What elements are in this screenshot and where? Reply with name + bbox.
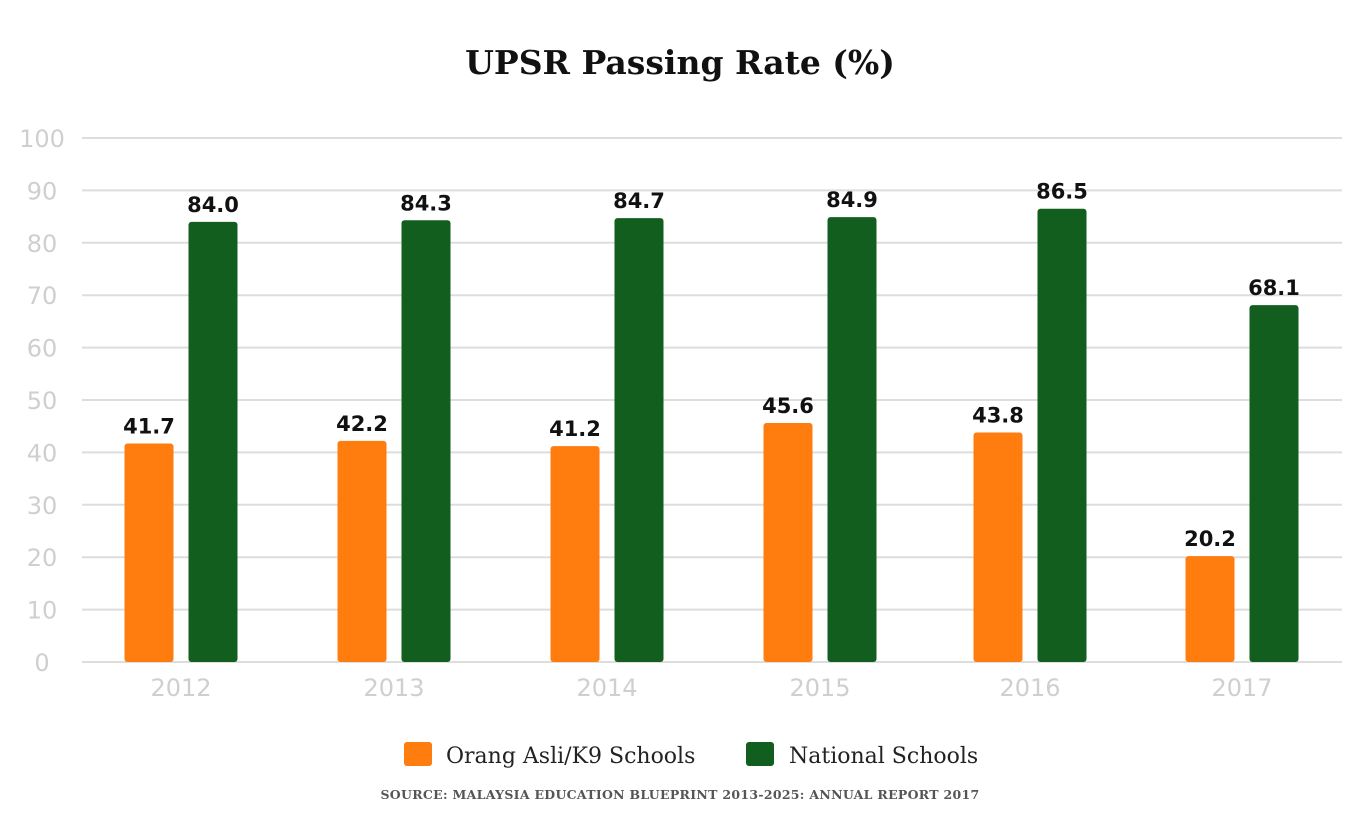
bar-orang-asli-2013 [337,440,387,662]
gridlines [82,137,1342,663]
bar-orang-asli-2015 [763,423,813,662]
x-tick-label: 2017 [1211,674,1272,702]
x-tick-label: 2016 [999,674,1060,702]
x-tick-label: 2013 [363,674,424,702]
data-label: 68.1 [1248,276,1300,300]
bar-orang-asli-2016 [973,432,1023,662]
y-tick-label: 100 [19,125,65,153]
data-label: 84.9 [826,188,878,212]
bars [124,208,1299,663]
source-note: SOURCE: MALAYSIA EDUCATION BLUEPRINT 201… [380,787,979,802]
y-tick-label: 0 [34,649,49,677]
y-tick-label: 10 [27,597,58,625]
legend-swatch [404,742,432,766]
bar-orang-asli-2014 [550,446,600,662]
data-label: 86.5 [1036,180,1088,204]
data-labels: 41.7 42.2 41.2 45.6 43.8 20.2 84.0 84.3 84.7 84.9… [123,180,1300,551]
y-axis-ticks: 0 10 20 30 40 50 60 70 80 90 100 [19,125,65,677]
x-tick-label: 2015 [789,674,850,702]
x-tick-label: 2014 [576,674,637,702]
y-tick-label: 90 [27,177,58,205]
legend-swatch [746,742,774,766]
chart-title: UPSR Passing Rate (%) [465,43,895,82]
bar-national-2016 [1037,208,1087,663]
legend-label: National Schools [789,744,978,769]
data-label: 45.6 [762,394,814,418]
y-tick-label: 40 [27,439,58,467]
bar-national-2013 [401,220,451,662]
legend: Orang Asli/K9 Schools National Schools [404,742,978,769]
bar-national-2014 [614,218,664,662]
data-label: 42.2 [336,412,388,436]
y-tick-label: 20 [27,544,58,572]
data-label: 43.8 [972,403,1024,427]
legend-label: Orang Asli/K9 Schools [446,744,695,769]
x-tick-label: 2012 [150,674,211,702]
data-label: 41.2 [549,417,601,441]
bar-orang-asli-2012 [124,443,174,662]
data-label: 84.7 [613,189,665,213]
data-label: 84.3 [400,191,452,215]
y-tick-label: 50 [27,387,58,415]
bar-orang-asli-2017 [1185,556,1235,662]
bar-national-2015 [827,217,877,662]
x-axis-ticks: 2012 2013 2014 2015 2016 2017 [150,674,1272,702]
data-label: 84.0 [187,193,239,217]
y-tick-label: 70 [27,282,58,310]
bar-national-2012 [188,221,238,662]
y-tick-label: 30 [27,492,58,520]
bar-national-2017 [1249,305,1299,662]
y-tick-label: 80 [27,230,58,258]
data-label: 41.7 [123,414,175,438]
data-label: 20.2 [1184,527,1236,551]
y-tick-label: 60 [27,335,58,363]
